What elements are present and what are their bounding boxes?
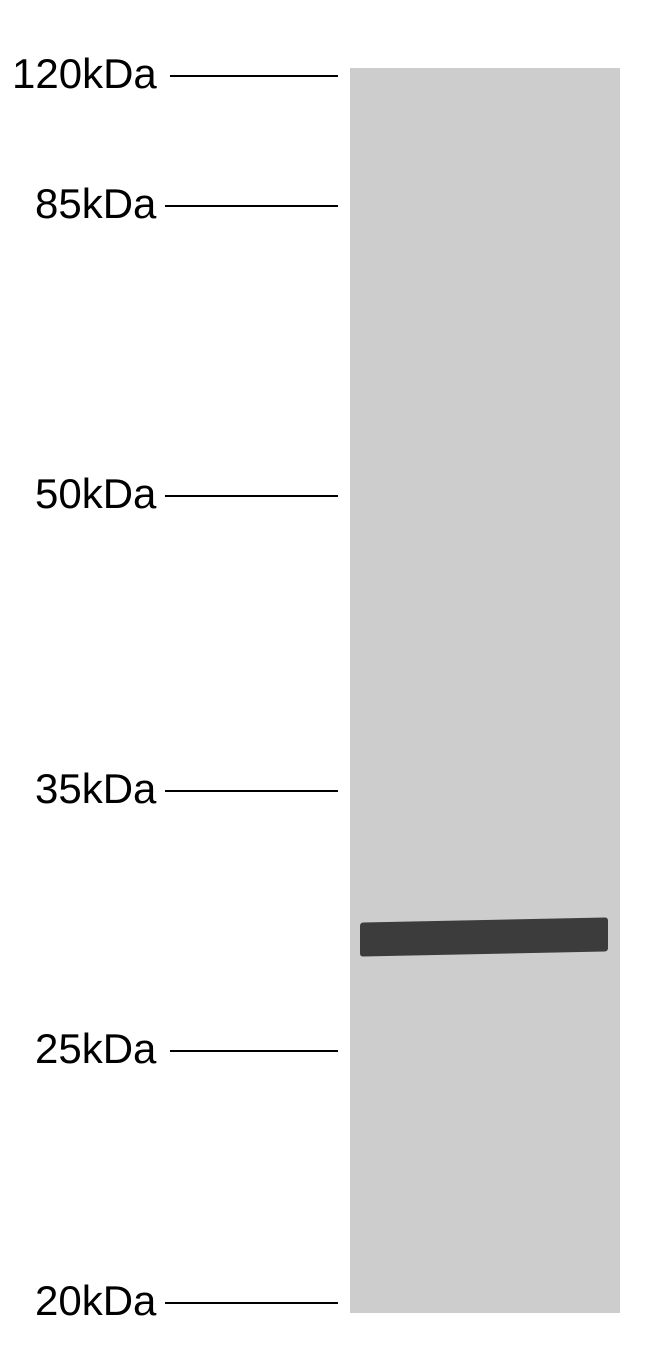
marker-tick	[165, 205, 338, 207]
marker-tick	[170, 1050, 338, 1052]
blot-container: 120kDa 85kDa 50kDa 35kDa 25kDa 20kDa	[0, 0, 650, 1355]
marker-tick	[165, 790, 338, 792]
marker-label: 85kDa	[35, 180, 156, 228]
marker-label: 120kDa	[12, 50, 157, 98]
protein-band	[360, 917, 608, 956]
marker-tick	[170, 75, 338, 77]
marker-label: 50kDa	[35, 470, 156, 518]
marker-label: 25kDa	[35, 1025, 156, 1073]
marker-tick	[165, 495, 338, 497]
gel-lane	[350, 68, 620, 1313]
marker-tick	[165, 1302, 338, 1304]
marker-label: 20kDa	[35, 1277, 156, 1325]
marker-label: 35kDa	[35, 765, 156, 813]
